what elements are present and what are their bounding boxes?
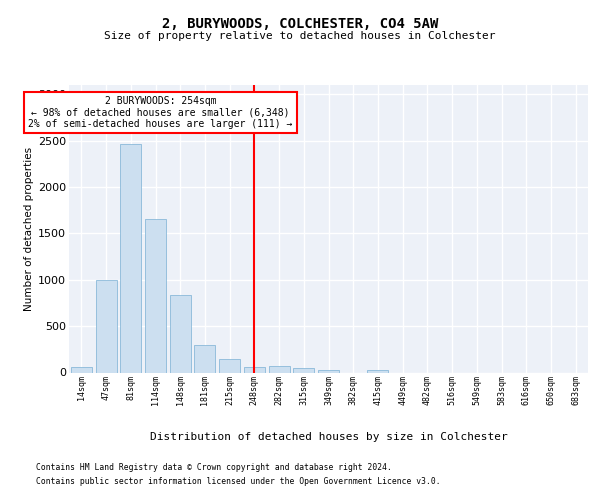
Bar xyxy=(170,294,191,372)
Bar xyxy=(219,358,240,372)
Bar xyxy=(293,368,314,372)
Bar xyxy=(318,370,339,372)
Bar xyxy=(120,144,141,372)
Text: Contains HM Land Registry data © Crown copyright and database right 2024.: Contains HM Land Registry data © Crown c… xyxy=(36,464,392,472)
Y-axis label: Number of detached properties: Number of detached properties xyxy=(24,146,34,311)
Bar xyxy=(95,280,116,372)
Bar xyxy=(194,345,215,372)
Bar xyxy=(71,368,92,372)
Bar xyxy=(244,368,265,372)
Bar xyxy=(145,218,166,372)
Text: 2, BURYWOODS, COLCHESTER, CO4 5AW: 2, BURYWOODS, COLCHESTER, CO4 5AW xyxy=(162,18,438,32)
Bar xyxy=(269,366,290,372)
Text: Contains public sector information licensed under the Open Government Licence v3: Contains public sector information licen… xyxy=(36,477,440,486)
Text: 2 BURYWOODS: 254sqm
← 98% of detached houses are smaller (6,348)
2% of semi-deta: 2 BURYWOODS: 254sqm ← 98% of detached ho… xyxy=(28,96,293,130)
Text: Distribution of detached houses by size in Colchester: Distribution of detached houses by size … xyxy=(150,432,508,442)
Text: Size of property relative to detached houses in Colchester: Size of property relative to detached ho… xyxy=(104,31,496,41)
Bar xyxy=(367,370,388,372)
